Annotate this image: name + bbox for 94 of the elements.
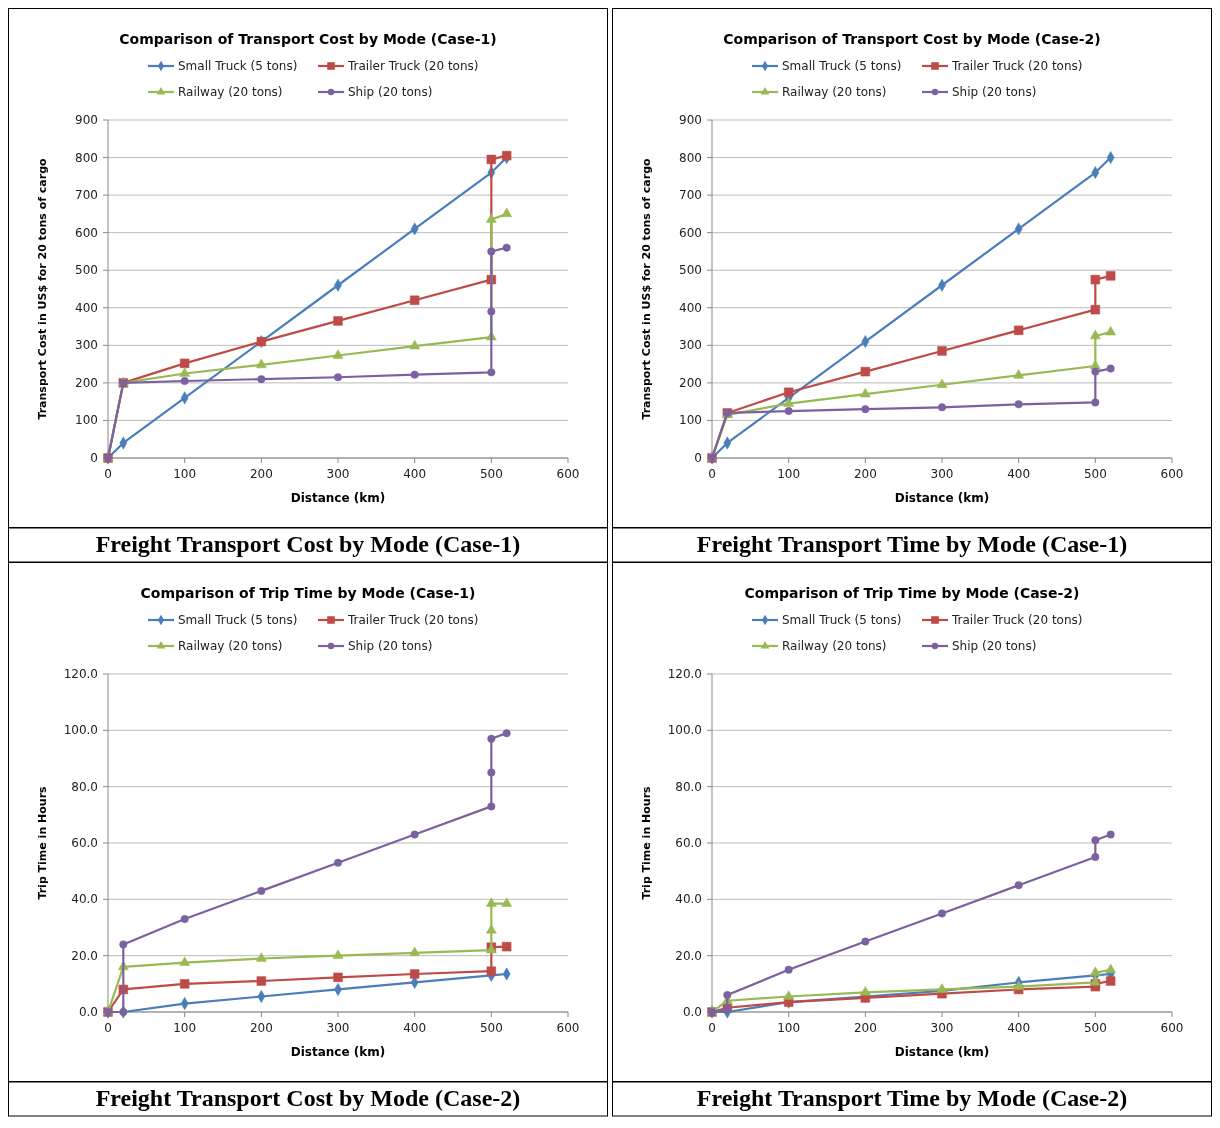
y-tick-label: 700 — [75, 188, 98, 203]
legend-label: Railway (20 tons) — [178, 639, 283, 653]
legend-label: Railway (20 tons) — [178, 85, 283, 99]
x-tick-label: 200 — [249, 1021, 273, 1035]
y-tick-label: 0 — [90, 451, 98, 465]
x-tick-label: 100 — [173, 1021, 197, 1035]
legend-label: Small Truck (5 tons) — [178, 59, 298, 73]
y-tick-label: 100.0 — [63, 723, 98, 738]
x-tick-label: 500 — [1083, 1021, 1107, 1035]
legend-label: Trailer Truck (20 tons) — [951, 59, 1083, 73]
x-tick-label: 500 — [479, 467, 503, 481]
x-tick-label: 300 — [930, 467, 954, 481]
chart-title: Comparison of Trip Time by Mode (Case-1) — [140, 585, 476, 601]
y-tick-label: 200 — [75, 375, 98, 390]
y-axis-title: Trip Time in Hours — [36, 785, 49, 900]
x-tick-label: 300 — [326, 1021, 350, 1035]
legend-label: Ship (20 tons) — [952, 85, 1037, 99]
y-tick-label: 0.0 — [78, 1005, 98, 1019]
y-tick-label: 20.0 — [71, 948, 98, 963]
x-tick-label: 400 — [1007, 1021, 1031, 1035]
y-tick-label: 20.0 — [675, 948, 702, 963]
y-axis-title: Trip Time in Hours — [640, 785, 653, 900]
y-axis-title: Transport Cost in US$ for 20 tons of cargo — [640, 157, 653, 420]
text: Freight Transport Time by Mode (Case-2) — [696, 1085, 1128, 1111]
chart-title: Comparison of Trip Time by Mode (Case-2) — [744, 585, 1080, 601]
y-tick-label: 300 — [679, 338, 702, 353]
x-tick-label: 200 — [249, 467, 273, 481]
x-tick-label: 0 — [708, 1021, 716, 1035]
text: Freight Transport Cost by Mode (Case-2) — [95, 1085, 521, 1111]
x-tick-label: 200 — [853, 1021, 877, 1035]
x-tick-label: 400 — [403, 467, 427, 481]
legend-label: Railway (20 tons) — [782, 639, 887, 653]
y-tick-label: 60.0 — [675, 836, 702, 850]
x-axis-title: Distance (km) — [894, 1045, 990, 1059]
y-tick-label: 200 — [679, 375, 702, 390]
y-tick-label: 600 — [75, 225, 98, 240]
legend-label: Railway (20 tons) — [782, 85, 887, 99]
y-tick-label: 100.0 — [667, 723, 702, 738]
y-tick-label: 400 — [679, 300, 702, 315]
legend-label: Ship (20 tons) — [348, 639, 433, 653]
x-tick-label: 100 — [777, 467, 801, 481]
x-tick-label: 100 — [777, 1021, 801, 1035]
legend-label: Ship (20 tons) — [348, 85, 433, 99]
x-tick-label: 0 — [104, 1021, 112, 1035]
x-tick-label: 400 — [1007, 467, 1031, 481]
text: Freight Transport Time by Mode (Case-1) — [696, 531, 1128, 557]
x-axis-title: Distance (km) — [290, 1045, 386, 1059]
chart-title: Comparison of Transport Cost by Mode (Case-1) — [119, 31, 497, 47]
y-tick-label: 80.0 — [71, 779, 98, 794]
y-tick-label: 0.0 — [682, 1005, 702, 1019]
x-tick-label: 600 — [556, 1021, 580, 1035]
y-tick-label: 400 — [75, 300, 98, 315]
x-tick-label: 600 — [1160, 467, 1184, 481]
legend-label: Small Truck (5 tons) — [782, 613, 902, 627]
y-tick-label: 300 — [75, 338, 98, 353]
legend-label: Small Truck (5 tons) — [178, 613, 298, 627]
y-tick-label: 900 — [679, 113, 702, 127]
legend-label: Trailer Truck (20 tons) — [347, 59, 479, 73]
text: Freight Transport Cost by Mode (Case-1) — [95, 531, 521, 557]
y-tick-label: 60.0 — [71, 836, 98, 850]
y-tick-label: 100 — [75, 413, 98, 428]
x-tick-label: 300 — [930, 1021, 954, 1035]
y-tick-label: 500 — [75, 263, 98, 278]
y-tick-label: 600 — [679, 225, 702, 240]
x-axis-title: Distance (km) — [290, 491, 386, 505]
x-axis-title: Distance (km) — [894, 491, 990, 505]
y-tick-label: 120.0 — [63, 667, 98, 681]
x-tick-label: 200 — [853, 467, 877, 481]
y-tick-label: 0 — [694, 451, 702, 465]
x-tick-label: 100 — [173, 467, 197, 481]
x-tick-label: 500 — [479, 1021, 503, 1035]
x-tick-label: 300 — [326, 467, 350, 481]
legend-label: Small Truck (5 tons) — [782, 59, 902, 73]
legend-label: Trailer Truck (20 tons) — [347, 613, 479, 627]
y-tick-label: 800 — [75, 150, 98, 165]
legend-label: Ship (20 tons) — [952, 639, 1037, 653]
y-tick-label: 500 — [679, 263, 702, 278]
y-tick-label: 40.0 — [71, 892, 98, 907]
x-tick-label: 0 — [708, 467, 716, 481]
legend-label: Trailer Truck (20 tons) — [951, 613, 1083, 627]
x-tick-label: 500 — [1083, 467, 1107, 481]
y-tick-label: 120.0 — [667, 667, 702, 681]
y-tick-label: 80.0 — [675, 779, 702, 794]
x-tick-label: 600 — [556, 467, 580, 481]
chart-title: Comparison of Transport Cost by Mode (Case-2) — [723, 31, 1101, 47]
y-tick-label: 900 — [75, 113, 98, 127]
x-tick-label: 400 — [403, 1021, 427, 1035]
y-axis-title: Transport Cost in US$ for 20 tons of cargo — [36, 157, 49, 420]
x-tick-label: 0 — [104, 467, 112, 481]
y-tick-label: 40.0 — [675, 892, 702, 907]
y-tick-label: 700 — [679, 188, 702, 203]
y-tick-label: 100 — [679, 413, 702, 428]
y-tick-label: 800 — [679, 150, 702, 165]
x-tick-label: 600 — [1160, 1021, 1184, 1035]
